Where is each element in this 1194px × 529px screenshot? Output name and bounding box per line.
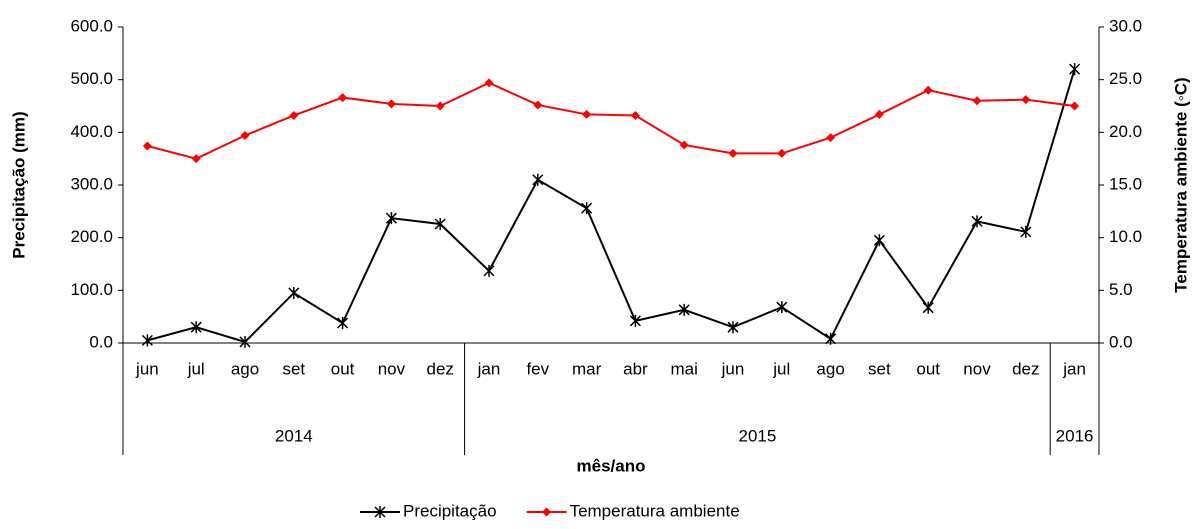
y-tick-label: 400.0	[70, 122, 113, 141]
data-point	[239, 335, 251, 348]
data-point	[630, 110, 640, 120]
data-point	[240, 130, 250, 140]
x-tick-label: set	[868, 359, 891, 378]
data-point	[434, 217, 446, 230]
data-point	[435, 101, 445, 111]
data-point	[533, 100, 543, 110]
y2-tick-label: 25.0	[1109, 69, 1142, 88]
group-label: 2016	[1056, 426, 1094, 445]
x-tick-label: nov	[963, 359, 991, 378]
x-tick-label: jul	[772, 359, 790, 378]
x-tick-label: dez	[426, 359, 453, 378]
data-point	[1070, 101, 1080, 111]
data-point	[581, 202, 593, 215]
y-axis-label: Precipitação (mm)	[9, 111, 28, 258]
x-tick-label: out	[916, 359, 940, 378]
data-point	[873, 234, 885, 247]
data-point	[728, 148, 738, 158]
data-point	[777, 148, 787, 158]
x-tick-label: abr	[623, 359, 648, 378]
data-point	[825, 332, 837, 345]
data-point	[385, 212, 397, 225]
data-point	[923, 85, 933, 95]
data-point	[629, 314, 641, 327]
data-point	[288, 286, 300, 299]
x-tick-label: jan	[1062, 359, 1086, 378]
x-tick-label: ago	[816, 359, 844, 378]
y-tick-label: 0.0	[89, 332, 113, 351]
group-label: 2015	[738, 426, 776, 445]
data-point	[678, 303, 690, 316]
x-tick-label: fev	[526, 359, 549, 378]
x-tick-label: ago	[231, 359, 259, 378]
y2-tick-label: 10.0	[1109, 227, 1142, 246]
data-point	[141, 334, 153, 347]
y2-axis-label: Temperatura ambiente (◦C)	[1171, 77, 1190, 292]
x-tick-label: out	[331, 359, 355, 378]
x-tick-label: jun	[135, 359, 159, 378]
legend-marker	[374, 506, 386, 518]
data-point	[289, 110, 299, 120]
data-point	[582, 109, 592, 119]
x-tick-label: mar	[572, 359, 602, 378]
data-point	[679, 140, 689, 150]
data-point	[971, 215, 983, 228]
series-line	[147, 81, 1075, 160]
y-tick-label: 100.0	[70, 280, 113, 299]
group-label: 2014	[275, 426, 313, 445]
y2-tick-label: 0.0	[1109, 332, 1133, 351]
data-point	[826, 133, 836, 143]
data-point	[337, 316, 349, 329]
x-axis-label: mês/ano	[577, 456, 646, 475]
data-point	[484, 78, 494, 88]
data-point	[190, 321, 202, 334]
data-point	[142, 141, 152, 151]
y-tick-label: 500.0	[70, 69, 113, 88]
data-point	[191, 154, 201, 164]
data-point	[483, 264, 495, 277]
data-point	[776, 301, 788, 314]
legend-marker	[542, 507, 552, 517]
data-point	[874, 109, 884, 119]
y-tick-label: 300.0	[70, 174, 113, 193]
x-tick-label: jun	[721, 359, 745, 378]
data-point	[1021, 95, 1031, 105]
y-tick-label: 600.0	[70, 16, 113, 35]
data-point	[727, 321, 739, 334]
series-line	[147, 68, 1076, 344]
x-tick-label: dez	[1012, 359, 1039, 378]
data-point	[386, 99, 396, 109]
x-tick-label: set	[282, 359, 305, 378]
legend-label: Temperatura ambiente	[570, 501, 740, 520]
x-tick-label: jul	[187, 359, 205, 378]
y2-tick-label: 30.0	[1109, 16, 1142, 35]
y2-tick-label: 20.0	[1109, 122, 1142, 141]
x-tick-label: mai	[670, 359, 697, 378]
data-point	[1069, 63, 1081, 76]
data-point	[922, 301, 934, 314]
y2-tick-label: 5.0	[1109, 280, 1133, 299]
legend-label: Precipitação	[403, 501, 497, 520]
data-point	[338, 93, 348, 103]
y2-tick-label: 15.0	[1109, 174, 1142, 193]
x-tick-label: nov	[378, 359, 406, 378]
data-point	[1020, 225, 1032, 238]
data-point	[532, 173, 544, 186]
y-tick-label: 200.0	[70, 227, 113, 246]
x-tick-label: jan	[477, 359, 501, 378]
data-point	[972, 96, 982, 106]
